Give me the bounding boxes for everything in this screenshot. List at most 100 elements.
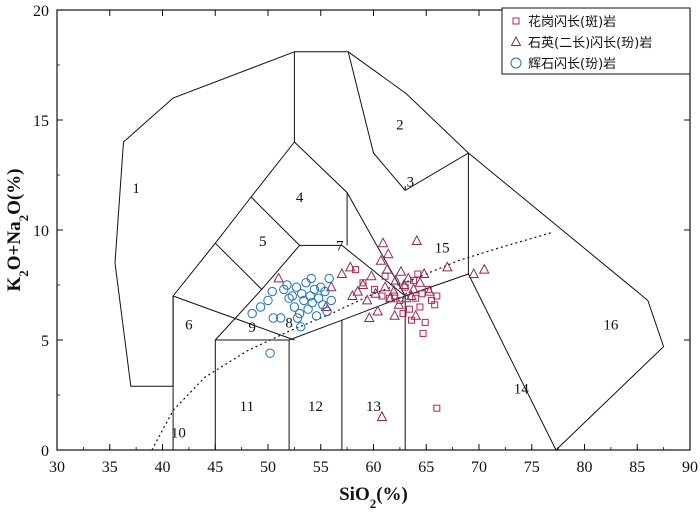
square-point — [412, 294, 420, 302]
field-boundary-10 — [214, 242, 263, 290]
plot-frame — [56, 9, 691, 451]
field-label-1: 1 — [132, 181, 140, 197]
circle-point — [318, 300, 328, 310]
circle-point — [247, 308, 257, 319]
square-point — [433, 404, 441, 412]
x-tick-label: 65 — [418, 459, 434, 476]
y-tick-label: 5 — [41, 333, 49, 350]
triangle-point — [385, 292, 396, 303]
triangle-point — [395, 265, 407, 276]
square-point — [352, 266, 360, 274]
triangle-point — [273, 272, 284, 283]
legend-triangle-marker — [510, 35, 522, 46]
triangle-point — [366, 270, 377, 281]
circle-point — [297, 289, 307, 299]
square-point — [431, 301, 439, 309]
field-label-8: 8 — [285, 315, 293, 331]
circle-point — [255, 302, 266, 312]
triangle-point — [361, 294, 373, 305]
x-tick-label: 45 — [207, 459, 223, 476]
triangle-point — [408, 283, 419, 294]
legend-frame — [501, 7, 691, 75]
circle-point — [287, 291, 297, 301]
triangle-point — [393, 298, 405, 309]
square-point — [405, 305, 413, 313]
triangle-point — [389, 309, 400, 320]
triangle-point — [390, 274, 401, 285]
field-boundary-8 — [468, 152, 665, 451]
x-tick-label: 35 — [102, 459, 118, 476]
field-label-10: 10 — [171, 425, 186, 441]
circle-point — [313, 293, 324, 303]
triangle-point — [325, 281, 337, 292]
y-tick-label: 15 — [33, 113, 49, 130]
circle-point — [305, 291, 315, 301]
field-label-2: 2 — [396, 117, 404, 133]
x-tick-label: 80 — [577, 459, 593, 476]
triangle-point — [382, 248, 394, 259]
x-tick-label: 50 — [260, 459, 276, 476]
square-point — [419, 329, 427, 337]
triangle-point — [411, 234, 423, 245]
triangle-point — [478, 263, 490, 274]
x-tick-label: 90 — [682, 459, 698, 476]
field-label-12: 12 — [308, 399, 323, 415]
circle-point — [284, 293, 294, 303]
field-label-9: 9 — [248, 320, 256, 336]
triangle-point — [402, 272, 414, 283]
square-point — [433, 292, 441, 300]
field-boundary-0 — [172, 51, 470, 450]
circle-point — [301, 278, 311, 288]
circle-point — [324, 273, 334, 284]
triangle-point — [414, 276, 426, 287]
field-boundary-16 — [114, 51, 295, 387]
circle-point — [309, 284, 320, 295]
triangle-point — [442, 261, 453, 272]
x-tick-label: 30 — [49, 459, 65, 476]
triangle-point — [381, 263, 393, 274]
circle-point — [267, 286, 277, 297]
x-axis-title: SiO2(%) — [339, 484, 408, 511]
field-boundary-11 — [250, 196, 300, 246]
y-tick-label: 10 — [33, 223, 49, 240]
triangle-point — [357, 278, 369, 289]
field-label-6: 6 — [185, 318, 193, 334]
x-tick-label: 75 — [524, 459, 540, 476]
circle-point — [320, 286, 330, 297]
field-label-16: 16 — [603, 318, 619, 334]
y-axis-title: K2O+Na2O(%) — [4, 168, 31, 291]
field-label-11: 11 — [240, 399, 254, 415]
triangle-point — [377, 237, 389, 248]
circle-point — [265, 348, 275, 358]
legend-square-marker — [512, 17, 520, 25]
circle-point — [311, 311, 322, 321]
data-points — [247, 234, 490, 421]
field-label-5: 5 — [259, 234, 267, 250]
legend-label: 石英(二长)闪长(玢)岩 — [528, 36, 652, 51]
field-boundary-1 — [172, 295, 295, 341]
field-boundary-15 — [347, 51, 406, 191]
triangle-point — [352, 285, 364, 296]
triangle-point — [424, 285, 435, 296]
square-point — [399, 310, 407, 318]
x-tick-label: 85 — [629, 459, 645, 476]
triangle-point — [370, 287, 381, 298]
field-label-4: 4 — [296, 190, 304, 206]
square-point — [414, 270, 422, 278]
circle-point — [303, 304, 313, 314]
square-point — [421, 318, 429, 326]
legend-circle-marker — [510, 57, 522, 69]
triangle-point — [410, 309, 422, 320]
legend-label: 辉石闪长(玢)岩 — [528, 57, 616, 72]
field-label-14: 14 — [514, 381, 530, 397]
triangle-point — [347, 289, 358, 300]
circle-point — [296, 322, 306, 332]
field-boundary-7 — [467, 273, 557, 451]
circle-point — [282, 280, 292, 290]
triangle-point — [398, 278, 410, 289]
triangle-point — [363, 311, 375, 322]
circle-point — [306, 273, 316, 284]
